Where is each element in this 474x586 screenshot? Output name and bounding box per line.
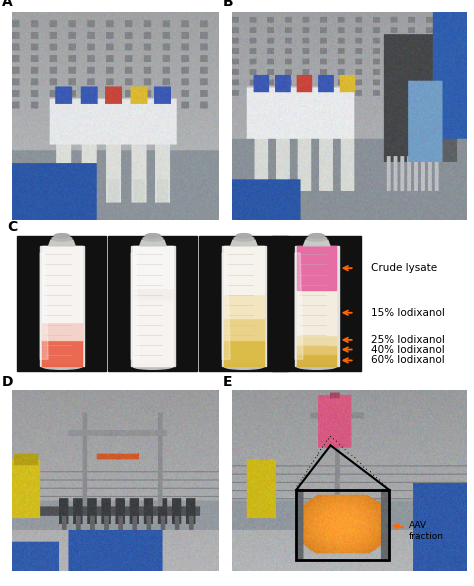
Polygon shape [42, 340, 82, 366]
Polygon shape [42, 246, 82, 322]
Text: E: E [223, 375, 232, 389]
Polygon shape [303, 240, 330, 246]
Text: 40% Iodixanol: 40% Iodixanol [371, 345, 444, 355]
Polygon shape [297, 291, 337, 335]
Ellipse shape [297, 363, 337, 369]
Polygon shape [18, 236, 106, 371]
Ellipse shape [145, 234, 161, 238]
Text: AAV
fraction: AAV fraction [394, 521, 444, 541]
Polygon shape [133, 300, 173, 366]
Polygon shape [109, 236, 197, 371]
Text: Crude lysate: Crude lysate [371, 263, 437, 273]
Polygon shape [224, 246, 264, 294]
Polygon shape [40, 246, 84, 366]
Polygon shape [200, 236, 288, 371]
Polygon shape [49, 240, 75, 246]
Polygon shape [295, 246, 339, 366]
Polygon shape [224, 294, 264, 318]
Polygon shape [224, 318, 264, 340]
Polygon shape [133, 246, 173, 288]
Text: 25% Iodixanol: 25% Iodixanol [371, 335, 445, 345]
Text: 60% Iodixanol: 60% Iodixanol [371, 355, 444, 366]
Polygon shape [272, 236, 361, 371]
Polygon shape [224, 340, 264, 366]
Polygon shape [140, 240, 166, 246]
Polygon shape [297, 246, 337, 291]
Text: 15% Iodixanol: 15% Iodixanol [371, 308, 445, 318]
Polygon shape [131, 253, 139, 359]
Ellipse shape [309, 234, 324, 238]
Polygon shape [231, 240, 257, 246]
Polygon shape [222, 253, 230, 359]
Polygon shape [297, 355, 337, 366]
Polygon shape [297, 335, 337, 345]
Text: B: B [223, 0, 234, 9]
Polygon shape [295, 253, 303, 359]
Ellipse shape [236, 234, 252, 238]
Polygon shape [297, 345, 337, 355]
Polygon shape [42, 322, 82, 340]
Ellipse shape [54, 234, 70, 238]
Ellipse shape [234, 236, 254, 241]
Text: C: C [7, 220, 18, 234]
Polygon shape [133, 288, 173, 300]
Polygon shape [40, 253, 48, 359]
Ellipse shape [133, 363, 173, 369]
Ellipse shape [224, 363, 264, 369]
Ellipse shape [42, 363, 82, 369]
Ellipse shape [52, 236, 72, 241]
Ellipse shape [143, 236, 163, 241]
Text: D: D [1, 375, 13, 389]
Bar [296, 490, 389, 560]
Polygon shape [222, 246, 266, 366]
Ellipse shape [307, 236, 327, 241]
Polygon shape [131, 246, 175, 366]
Text: A: A [1, 0, 12, 9]
